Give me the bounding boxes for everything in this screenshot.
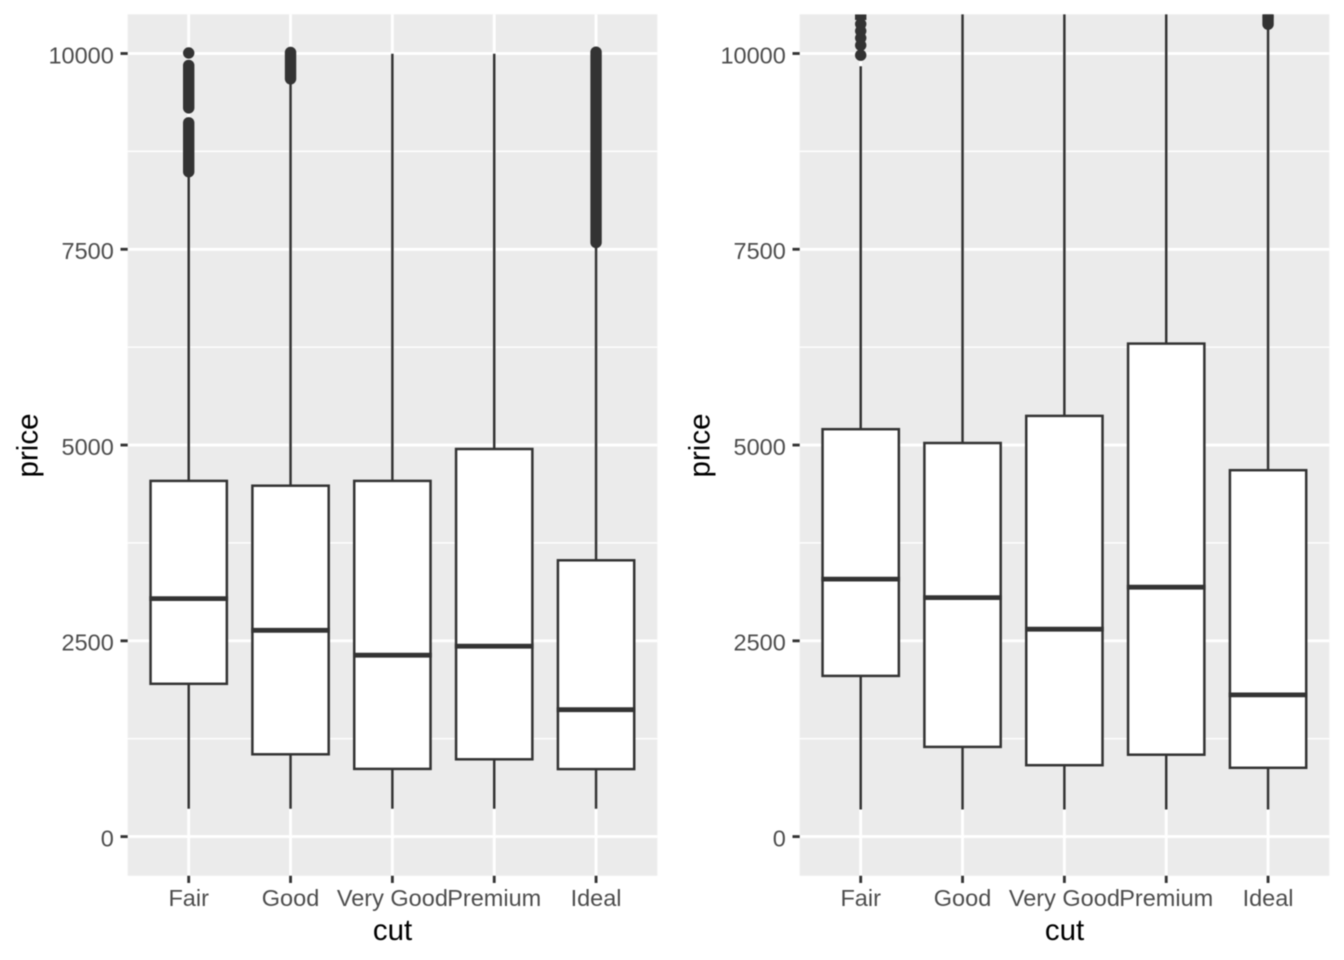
svg-text:Premium: Premium (447, 885, 541, 911)
svg-text:Ideal: Ideal (1243, 885, 1294, 911)
svg-text:price: price (684, 414, 717, 478)
svg-text:2500: 2500 (62, 630, 114, 656)
svg-text:5000: 5000 (62, 434, 114, 460)
svg-text:7500: 7500 (62, 238, 114, 264)
svg-text:10000: 10000 (720, 42, 785, 68)
svg-text:cut: cut (373, 914, 412, 947)
svg-text:Ideal: Ideal (571, 885, 622, 911)
svg-text:Fair: Fair (168, 885, 209, 911)
svg-text:Fair: Fair (840, 885, 881, 911)
svg-text:7500: 7500 (734, 238, 786, 264)
svg-text:Very Good: Very Good (1009, 885, 1120, 911)
svg-text:2500: 2500 (734, 630, 786, 656)
svg-text:Good: Good (262, 885, 320, 911)
svg-text:5000: 5000 (734, 434, 786, 460)
svg-text:0: 0 (773, 825, 786, 851)
svg-text:price: price (12, 414, 45, 478)
svg-text:Good: Good (934, 885, 992, 911)
svg-text:10000: 10000 (48, 42, 113, 68)
svg-text:0: 0 (101, 825, 114, 851)
svg-text:Very Good: Very Good (337, 885, 448, 911)
svg-text:Premium: Premium (1119, 885, 1213, 911)
svg-text:cut: cut (1045, 914, 1084, 947)
